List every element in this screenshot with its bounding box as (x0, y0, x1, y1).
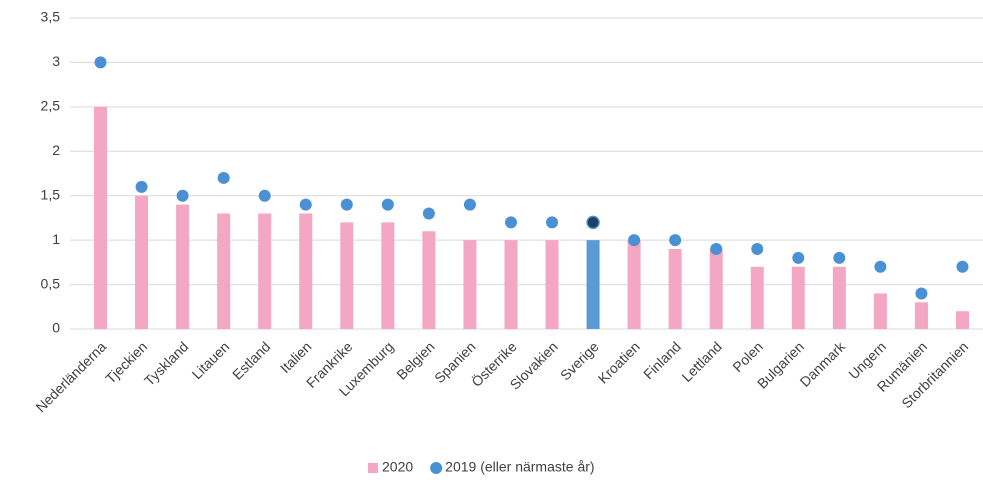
point (299, 198, 312, 211)
legend-swatch (430, 462, 443, 474)
point (94, 56, 107, 69)
bar (258, 213, 272, 329)
point (504, 216, 517, 229)
point (751, 243, 764, 256)
y-tick-label: 1 (52, 231, 60, 247)
point (628, 234, 641, 247)
y-tick-label: 2 (52, 142, 60, 158)
legend-label: 2019 (eller närmaste år) (445, 459, 594, 475)
bar (709, 249, 723, 329)
x-tick-label: Italien (277, 338, 315, 376)
x-tick-label: Estland (229, 338, 273, 382)
x-tick-label: Finland (640, 338, 684, 382)
point (915, 287, 928, 300)
point (135, 180, 148, 193)
bar (381, 222, 395, 329)
x-tick-label: Litauen (189, 338, 233, 382)
point (546, 216, 559, 229)
bar (94, 106, 108, 329)
legend-swatch (368, 463, 378, 473)
point (586, 215, 600, 230)
point (340, 198, 353, 211)
bar (504, 240, 518, 329)
bar (955, 311, 969, 329)
bar (217, 213, 231, 329)
bar (873, 293, 887, 329)
bar (176, 204, 190, 329)
point (874, 260, 887, 273)
y-tick-label: 3,5 (41, 9, 61, 25)
bar (340, 222, 354, 329)
bar (586, 240, 600, 329)
bar (299, 213, 313, 329)
bar (627, 240, 641, 329)
point (833, 251, 846, 264)
bar (791, 266, 805, 329)
y-tick-label: 2,5 (41, 98, 61, 114)
y-tick-label: 0,5 (41, 275, 61, 291)
point (258, 189, 271, 202)
bar (135, 195, 149, 329)
bar (914, 302, 928, 329)
bar (750, 266, 764, 329)
x-tick-label: Lettland (678, 338, 725, 385)
point (463, 198, 476, 211)
legend-label: 2020 (382, 459, 413, 475)
point (381, 198, 394, 211)
point (669, 234, 682, 247)
point (217, 171, 230, 184)
bar (463, 240, 477, 329)
bar (832, 266, 846, 329)
point (710, 243, 723, 256)
point (176, 189, 189, 202)
point (956, 260, 969, 273)
bar (545, 240, 559, 329)
y-tick-label: 1,5 (41, 186, 61, 202)
y-tick-label: 3 (52, 53, 60, 69)
x-tick-label: Nederländerna (32, 338, 109, 415)
x-tick-label: Kroatien (595, 338, 643, 386)
bar (668, 249, 682, 329)
x-tick-label: Tyskland (141, 338, 191, 388)
y-tick-label: 0 (52, 320, 60, 336)
bar (422, 231, 436, 329)
point (792, 251, 805, 264)
point (422, 207, 435, 220)
x-tick-label: Danmark (797, 338, 849, 390)
x-tick-label: Polen (729, 338, 766, 375)
